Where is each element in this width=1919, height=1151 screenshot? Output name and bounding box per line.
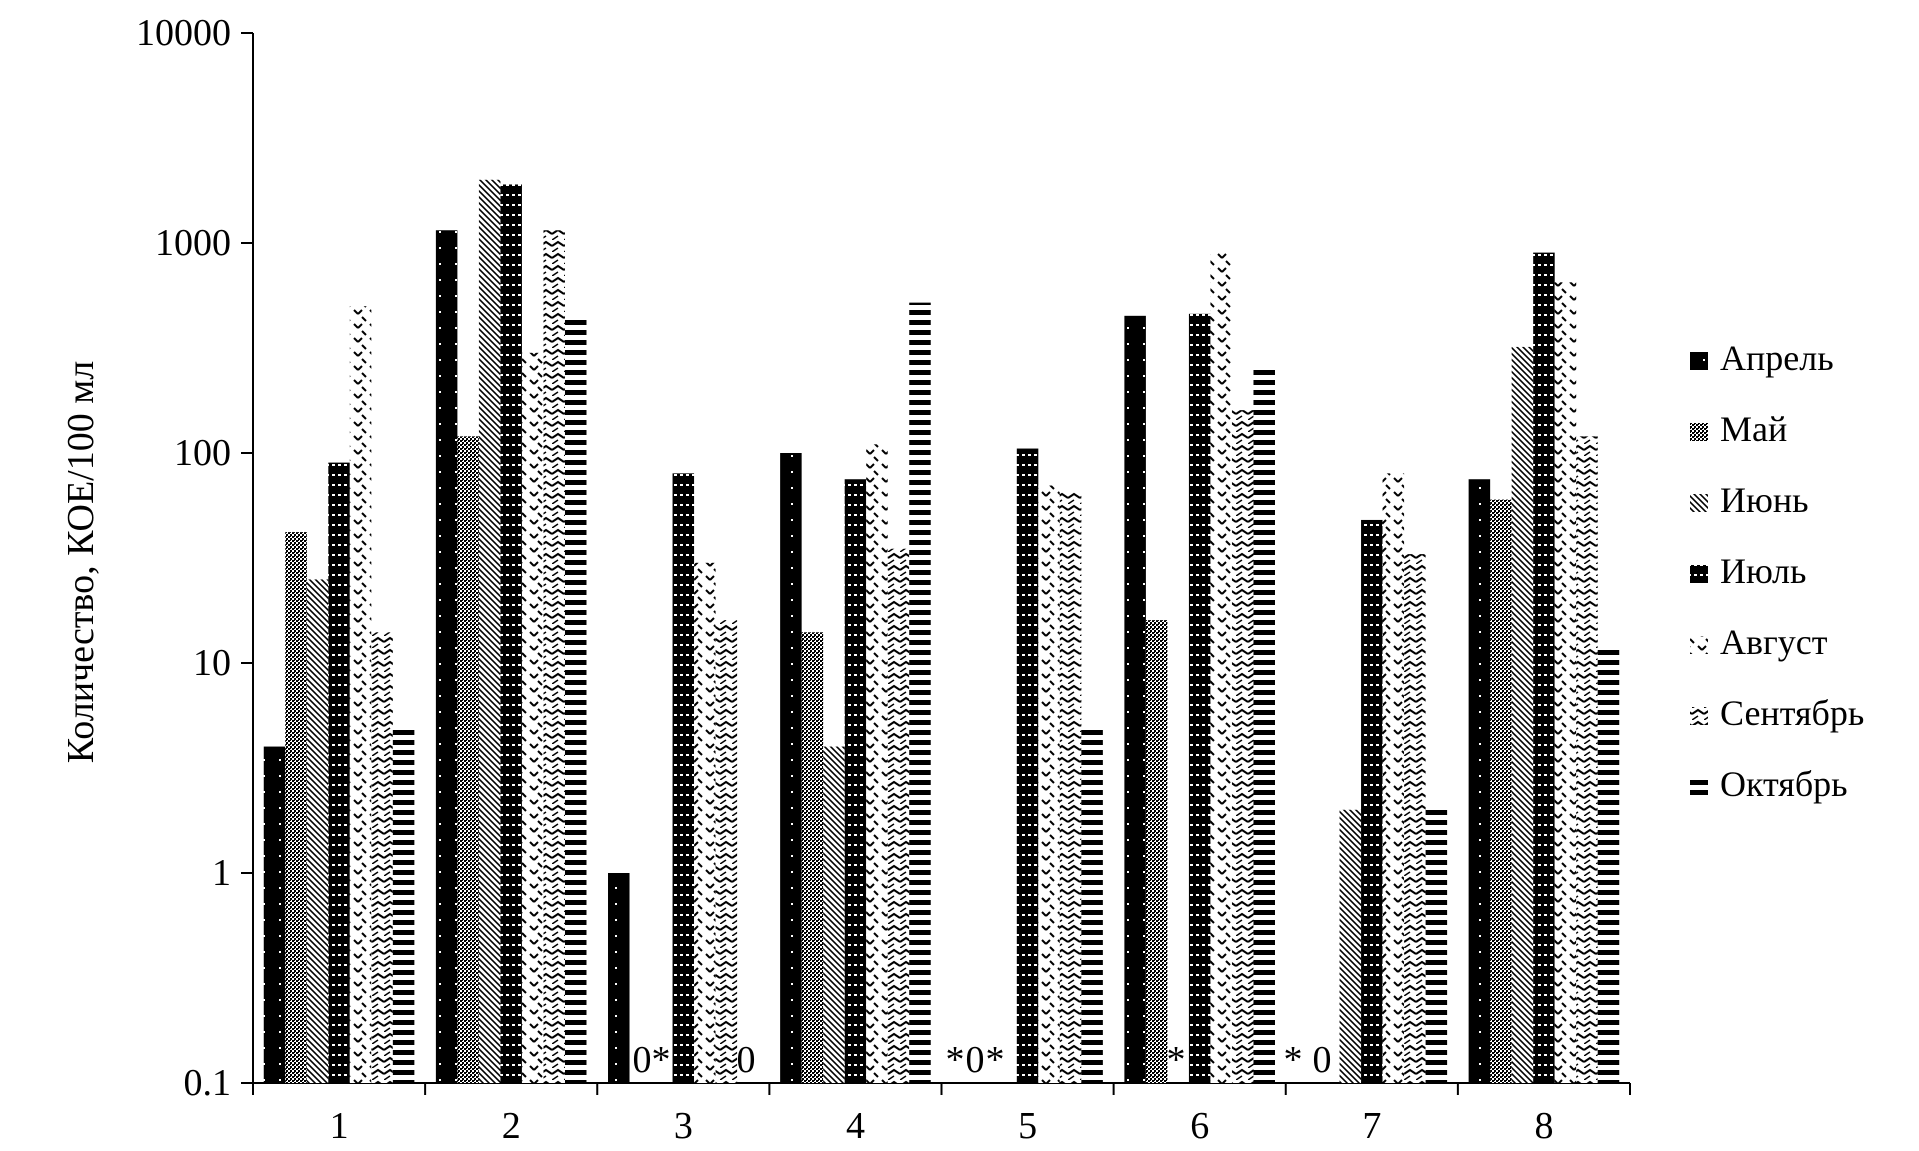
zero-marker: 0 (633, 1039, 652, 1081)
annotations-group: 0 * 0 * 0 * * * 0 (633, 1039, 1332, 1081)
bar-Сентябрь-3 (715, 620, 738, 1083)
bars-group (263, 179, 1620, 1084)
bar-Август-3 (694, 562, 716, 1083)
bar-Октябрь-2 (564, 315, 587, 1083)
bar-Сентябрь-5 (1059, 492, 1082, 1083)
legend-label-Август: Август (1720, 622, 1828, 662)
legend-swatch-Май (1690, 423, 1708, 441)
x-tick-label: 3 (674, 1105, 693, 1146)
bar-Июнь-4 (823, 746, 845, 1083)
bar-Июль-8 (1533, 252, 1555, 1083)
bar-Август-7 (1382, 473, 1405, 1084)
legend-label-Июнь: Июнь (1720, 480, 1809, 520)
bar-Апрель-3 (608, 873, 630, 1083)
bar-Июнь-8 (1511, 346, 1534, 1083)
bar-Апрель-2 (435, 230, 458, 1084)
bar-Сентябрь-2 (543, 230, 565, 1084)
bar-Август-2 (521, 352, 544, 1083)
bar-Май-8 (1490, 499, 1512, 1083)
legend-label-Октябрь: Октябрь (1720, 764, 1848, 804)
y-tick-label: 10 (193, 642, 231, 684)
y-tick-label: 10000 (136, 12, 231, 54)
bar-Июнь-2 (478, 179, 501, 1084)
bar-Апрель-8 (1468, 479, 1491, 1083)
legend-label-Апрель: Апрель (1720, 338, 1834, 378)
bar-Июнь-7 (1339, 809, 1362, 1083)
zero-marker: 0 (737, 1039, 756, 1081)
legend-swatch-Август (1690, 636, 1708, 654)
x-tick-label: 5 (1018, 1105, 1037, 1146)
legend-swatch-Апрель (1690, 352, 1708, 370)
y-tick-label: 1 (212, 852, 231, 894)
bar-Август-8 (1554, 282, 1577, 1083)
bar-Август-4 (866, 444, 888, 1084)
bar-Апрель-4 (780, 453, 802, 1083)
zero-marker: 0 (1313, 1039, 1332, 1081)
bar-Июнь-1 (306, 579, 329, 1083)
x-tick-label: 8 (1534, 1105, 1553, 1146)
bar-Июль-5 (1016, 448, 1039, 1083)
bar-Октябрь-7 (1425, 809, 1448, 1083)
bar-Май-6 (1145, 620, 1168, 1083)
asterisk-marker: * (986, 1039, 1005, 1081)
x-tick-label: 6 (1190, 1105, 1209, 1146)
asterisk-marker: * (652, 1039, 671, 1081)
legend-swatch-Июль (1690, 565, 1708, 583)
asterisk-marker: * (1284, 1039, 1303, 1081)
x-tick-label: 4 (846, 1105, 865, 1146)
bar-Июль-2 (500, 184, 522, 1084)
bar-Октябрь-6 (1253, 365, 1275, 1083)
x-tick-label: 7 (1362, 1105, 1381, 1146)
bar-Июль-6 (1188, 313, 1211, 1083)
bar-Сентябрь-1 (371, 632, 393, 1083)
bar-Май-1 (285, 532, 307, 1083)
bar-Октябрь-1 (392, 726, 415, 1083)
bar-Июль-3 (672, 473, 695, 1084)
bar-Май-4 (801, 632, 824, 1083)
bar-Июль-4 (844, 479, 867, 1083)
asterisk-marker: * (946, 1039, 965, 1081)
y-axis-label: Количество, КОЕ/100 мл (60, 361, 102, 763)
bar-Июль-1 (328, 462, 350, 1083)
legend-swatch-Сентябрь (1690, 707, 1708, 725)
legend-swatch-Октябрь (1690, 778, 1708, 796)
bar-Май-2 (457, 436, 479, 1083)
legend-swatch-Июнь (1690, 494, 1708, 512)
bar-Апрель-6 (1124, 315, 1146, 1083)
zero-marker: 0 (966, 1039, 985, 1081)
bar-Октябрь-5 (1081, 726, 1103, 1083)
y-tick-label: 1000 (155, 222, 231, 264)
bar-Апрель-1 (263, 746, 286, 1083)
bar-Сентябрь-4 (887, 548, 910, 1083)
y-tick-label: 0.1 (184, 1062, 232, 1104)
legend-label-Май: Май (1720, 409, 1787, 449)
legend-label-Сентябрь: Сентябрь (1720, 693, 1864, 733)
x-tick-label: 2 (502, 1105, 521, 1146)
legend-label-Июль: Июль (1720, 551, 1806, 591)
bar-Июль-7 (1361, 519, 1383, 1083)
asterisk-marker: * (1167, 1039, 1186, 1081)
bar-Октябрь-8 (1597, 646, 1620, 1083)
bar-Октябрь-4 (909, 302, 931, 1084)
y-tick-label: 100 (174, 432, 231, 474)
bar-Август-1 (349, 306, 372, 1083)
bar-Сентябрь-8 (1576, 436, 1598, 1083)
bar-Август-6 (1210, 252, 1232, 1083)
legend: Апрель Май Июнь Июль Август Сентябрь Октябрь (1690, 338, 1864, 804)
bar-Август-5 (1038, 485, 1060, 1083)
bar-Сентябрь-7 (1404, 554, 1426, 1083)
axes: 0.1 1 10 100 1000 10000 1 2 3 4 5 6 7 8 (136, 12, 1631, 1147)
x-tick-label: 1 (330, 1105, 349, 1146)
bar-Сентябрь-6 (1231, 410, 1254, 1084)
